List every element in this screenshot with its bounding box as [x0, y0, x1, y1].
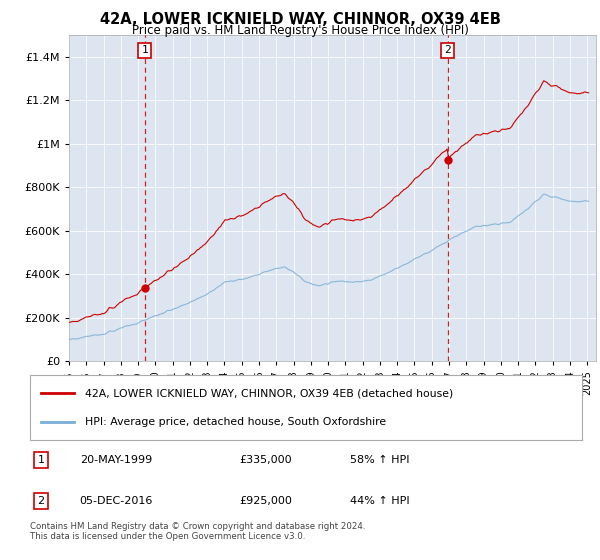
Text: 42A, LOWER ICKNIELD WAY, CHINNOR, OX39 4EB: 42A, LOWER ICKNIELD WAY, CHINNOR, OX39 4… [100, 12, 500, 27]
Text: 1: 1 [38, 455, 44, 465]
Text: 44% ↑ HPI: 44% ↑ HPI [350, 496, 410, 506]
Text: £335,000: £335,000 [240, 455, 292, 465]
Text: 2: 2 [444, 45, 451, 55]
Text: 58% ↑ HPI: 58% ↑ HPI [350, 455, 410, 465]
Text: Contains HM Land Registry data © Crown copyright and database right 2024.
This d: Contains HM Land Registry data © Crown c… [30, 522, 365, 542]
Text: HPI: Average price, detached house, South Oxfordshire: HPI: Average price, detached house, Sout… [85, 417, 386, 427]
Text: 05-DEC-2016: 05-DEC-2016 [80, 496, 153, 506]
Text: Price paid vs. HM Land Registry's House Price Index (HPI): Price paid vs. HM Land Registry's House … [131, 24, 469, 36]
Text: 2: 2 [37, 496, 44, 506]
Text: 20-MAY-1999: 20-MAY-1999 [80, 455, 152, 465]
Text: 1: 1 [141, 45, 148, 55]
Text: 42A, LOWER ICKNIELD WAY, CHINNOR, OX39 4EB (detached house): 42A, LOWER ICKNIELD WAY, CHINNOR, OX39 4… [85, 388, 454, 398]
Text: £925,000: £925,000 [240, 496, 293, 506]
